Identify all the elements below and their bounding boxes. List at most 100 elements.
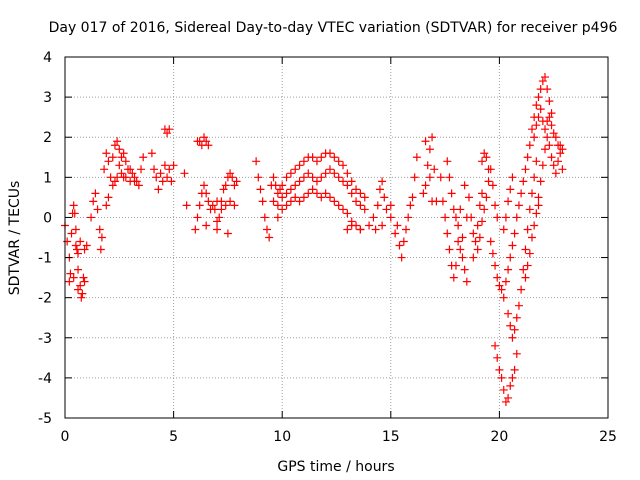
data-point	[200, 133, 209, 142]
data-point	[530, 173, 539, 182]
data-point	[478, 189, 487, 198]
data-point	[217, 205, 226, 214]
data-point	[532, 121, 541, 130]
data-point	[202, 137, 211, 146]
data-point	[508, 373, 517, 382]
data-point	[195, 201, 204, 210]
data-point	[108, 153, 117, 162]
data-point	[295, 197, 304, 206]
data-point	[134, 181, 143, 190]
data-point	[458, 253, 467, 262]
data-point	[541, 73, 550, 82]
data-point	[534, 193, 543, 202]
data-point	[501, 213, 510, 222]
data-point	[87, 213, 96, 222]
data-point	[464, 193, 473, 202]
y-tick-label: -3	[38, 331, 52, 347]
data-point	[473, 221, 482, 230]
data-point	[482, 193, 491, 202]
data-point	[213, 217, 222, 226]
data-point	[71, 225, 80, 234]
data-point	[556, 141, 565, 150]
data-point	[215, 213, 224, 222]
y-tick-label: -5	[38, 411, 52, 427]
data-point	[334, 157, 343, 166]
data-point	[71, 241, 80, 250]
data-point	[447, 189, 456, 198]
data-point	[304, 189, 313, 198]
data-point	[158, 177, 167, 186]
data-point	[469, 229, 478, 238]
data-point	[299, 193, 308, 202]
data-point	[521, 273, 530, 282]
data-point	[102, 149, 111, 158]
data-point	[74, 249, 83, 258]
data-point	[543, 133, 552, 142]
data-point	[232, 177, 241, 186]
data-point	[443, 157, 452, 166]
data-point	[156, 169, 165, 178]
data-point	[325, 149, 334, 158]
data-point	[373, 201, 382, 210]
data-point	[69, 273, 78, 282]
data-point	[506, 253, 515, 262]
data-point	[558, 165, 567, 174]
data-point	[467, 213, 476, 222]
data-point	[347, 189, 356, 198]
data-point	[282, 173, 291, 182]
data-point	[488, 181, 497, 190]
data-point	[330, 169, 339, 178]
data-point	[334, 173, 343, 182]
data-point	[547, 109, 556, 118]
data-point	[63, 237, 72, 246]
data-point	[506, 381, 515, 390]
data-point	[365, 221, 374, 230]
data-point	[193, 213, 202, 222]
data-point	[325, 193, 334, 202]
data-point	[291, 193, 300, 202]
y-axis-label: SDTVAR / TECUs	[7, 181, 23, 296]
data-point	[523, 225, 532, 234]
data-point	[436, 173, 445, 182]
data-point	[493, 213, 502, 222]
data-point	[282, 189, 291, 198]
data-point	[182, 201, 191, 210]
data-point	[262, 225, 271, 234]
data-point	[258, 197, 267, 206]
y-tick-label: -4	[38, 371, 52, 387]
data-point	[339, 161, 348, 170]
data-point	[554, 157, 563, 166]
data-point	[202, 189, 211, 198]
data-point	[360, 193, 369, 202]
data-point	[495, 281, 504, 290]
data-point	[325, 165, 334, 174]
data-point	[399, 237, 408, 246]
data-point	[278, 193, 287, 202]
data-point	[221, 181, 230, 190]
data-point	[454, 237, 463, 246]
data-point	[517, 189, 526, 198]
data-point	[549, 129, 558, 138]
data-point	[115, 161, 124, 170]
data-point	[514, 201, 523, 210]
data-point	[386, 213, 395, 222]
data-point	[484, 177, 493, 186]
data-point	[252, 157, 261, 166]
data-point	[295, 161, 304, 170]
data-point	[213, 225, 222, 234]
data-point	[423, 161, 432, 170]
data-point	[260, 213, 269, 222]
data-point	[545, 97, 554, 106]
data-point	[462, 277, 471, 286]
data-point	[95, 225, 104, 234]
data-point	[545, 113, 554, 122]
data-point	[532, 157, 541, 166]
data-point	[541, 145, 550, 154]
data-point	[100, 165, 109, 174]
data-point	[443, 229, 452, 238]
data-point	[70, 209, 79, 218]
data-point	[117, 153, 126, 162]
data-point	[108, 181, 117, 190]
data-point	[517, 285, 526, 294]
data-point	[534, 201, 543, 210]
